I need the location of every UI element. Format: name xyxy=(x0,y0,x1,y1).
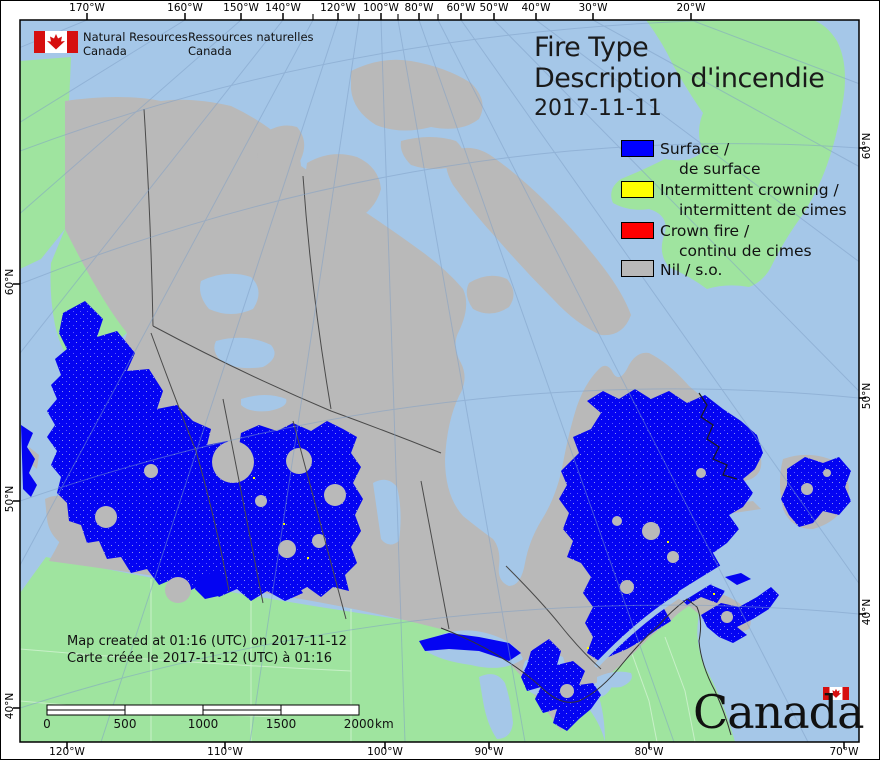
nrcan-name-fr-line2: Canada xyxy=(188,44,232,58)
fire-region-quebec xyxy=(559,389,763,661)
canada-flag-icon xyxy=(34,31,78,53)
scalebar-tick-label: 0 xyxy=(43,717,51,731)
legend-label-intermittent-en: Intermittent crowning / xyxy=(660,181,839,199)
axis-label-top: 170°W xyxy=(69,2,105,14)
axis-label-top: 40°W xyxy=(521,2,551,14)
creation-note-fr: Carte créée le 2017-11-12 (UTC) à 01:16 xyxy=(67,651,332,666)
scalebar-tick-label: 2000 xyxy=(343,717,375,731)
axis-label-bottom: 90°W xyxy=(474,746,504,758)
axis-label-right: 40°N xyxy=(861,598,873,626)
quebec-labrador-border xyxy=(698,392,738,480)
axis-label-right: 60°N xyxy=(861,132,873,160)
nrcan-name-fr-line1: Ressources naturelles xyxy=(188,30,314,44)
fire-region-coast-strip xyxy=(21,425,37,497)
axis-label-bottom: 70°W xyxy=(829,746,859,758)
fire-intermittent-specks xyxy=(253,477,715,649)
nrcan-name-fr: Ressources naturelles Canada xyxy=(188,30,314,58)
axis-label-top: 20°W xyxy=(676,2,706,14)
legend-label-surface-en: Surface / xyxy=(660,140,730,158)
legend-label-crown-en: Crown fire / xyxy=(660,222,750,240)
axis-label-bottom: 80°W xyxy=(634,746,664,758)
axis-label-left: 60°N xyxy=(4,268,16,296)
graticule xyxy=(20,20,859,742)
scalebar-tick-label: 500 xyxy=(113,717,137,731)
legend-swatch-nil xyxy=(621,260,654,277)
scalebar-tick-label: 1500 xyxy=(265,717,297,731)
legend-label-crown-fr: continu de cimes xyxy=(679,242,812,260)
us-state-borders xyxy=(20,579,696,742)
axis-ticks xyxy=(13,13,866,749)
legend-swatch-crown xyxy=(621,222,654,239)
nrcan-name-en-line2: Canada xyxy=(83,44,127,58)
axis-label-top: 100°W xyxy=(363,2,399,14)
legend-label-nil: Nil / s.o. xyxy=(660,261,723,279)
axis-label-top: 80°W xyxy=(404,2,434,14)
fire-nil-holes xyxy=(95,441,831,698)
axis-label-right: 50°N xyxy=(861,382,873,410)
axis-label-top: 60°W xyxy=(446,2,476,14)
scalebar-unit: km xyxy=(375,717,394,731)
axis-label-top: 30°W xyxy=(578,2,608,14)
legend-swatch-intermittent xyxy=(621,181,654,198)
fire-region-newfoundland xyxy=(781,457,851,527)
axis-label-top: 160°W xyxy=(167,2,203,14)
axis-label-top: 140°W xyxy=(265,2,301,14)
axis-label-left: 50°N xyxy=(4,485,16,513)
fire-region-ontario xyxy=(521,639,601,731)
axis-label-bottom: 110°W xyxy=(207,746,243,758)
creation-note-en: Map created at 01:16 (UTC) on 2017-11-12 xyxy=(67,634,347,649)
map-title-en: Fire Type xyxy=(534,32,649,63)
creation-note: Map created at 01:16 (UTC) on 2017-11-12… xyxy=(67,633,347,667)
scalebar-graphic xyxy=(46,704,360,716)
map-frame xyxy=(19,19,860,743)
map-title-fr: Description d'incendie xyxy=(534,63,825,94)
legend-label-surface-fr: de surface xyxy=(679,160,761,178)
legend-label-intermittent-fr: intermittent de cimes xyxy=(679,201,847,219)
axis-label-bottom: 120°W xyxy=(49,746,85,758)
canada-wordmark: Canada xyxy=(693,685,865,739)
axis-label-top: 150°W xyxy=(223,2,259,14)
nrcan-name-en-line1: Natural Resources xyxy=(83,30,188,44)
axis-label-top: 120°W xyxy=(320,2,356,14)
nrcan-name-en: Natural Resources Canada xyxy=(83,30,188,58)
axis-label-top: 50°W xyxy=(479,2,509,14)
axis-label-left: 40°N xyxy=(4,692,16,720)
axis-label-bottom: 100°W xyxy=(367,746,403,758)
legend-swatch-surface xyxy=(621,140,654,157)
map-date: 2017-11-11 xyxy=(534,96,662,121)
scalebar-tick-label: 1000 xyxy=(187,717,219,731)
